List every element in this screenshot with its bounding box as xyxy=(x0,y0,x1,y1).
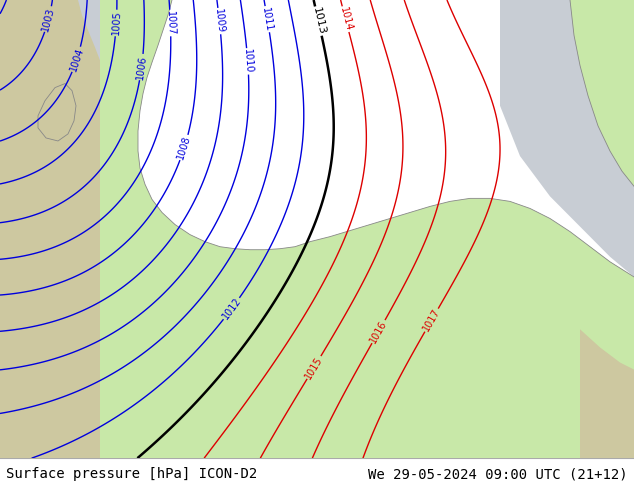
Text: 1010: 1010 xyxy=(242,49,254,74)
Polygon shape xyxy=(100,0,634,458)
Text: 1009: 1009 xyxy=(213,8,226,34)
Polygon shape xyxy=(78,0,100,60)
Polygon shape xyxy=(0,0,100,458)
Text: 1005: 1005 xyxy=(110,10,122,36)
Text: 1004: 1004 xyxy=(68,46,86,73)
Text: 1007: 1007 xyxy=(165,10,176,35)
Text: 1003: 1003 xyxy=(41,6,56,32)
Text: 1012: 1012 xyxy=(220,296,243,321)
Text: 1016: 1016 xyxy=(368,318,389,345)
Polygon shape xyxy=(570,0,634,186)
Polygon shape xyxy=(548,228,634,369)
Text: 1008: 1008 xyxy=(176,134,193,161)
Text: 1006: 1006 xyxy=(135,54,148,80)
Text: Surface pressure [hPa] ICON-D2: Surface pressure [hPa] ICON-D2 xyxy=(6,467,257,481)
Text: We 29-05-2024 09:00 UTC (21+12): We 29-05-2024 09:00 UTC (21+12) xyxy=(368,467,628,481)
Polygon shape xyxy=(500,0,634,277)
Text: 1014: 1014 xyxy=(338,6,354,32)
Polygon shape xyxy=(38,84,76,141)
Polygon shape xyxy=(580,329,634,458)
Text: 1015: 1015 xyxy=(304,354,325,381)
Text: 1013: 1013 xyxy=(311,6,327,36)
Text: 1017: 1017 xyxy=(421,307,442,333)
Text: 1011: 1011 xyxy=(261,6,275,32)
